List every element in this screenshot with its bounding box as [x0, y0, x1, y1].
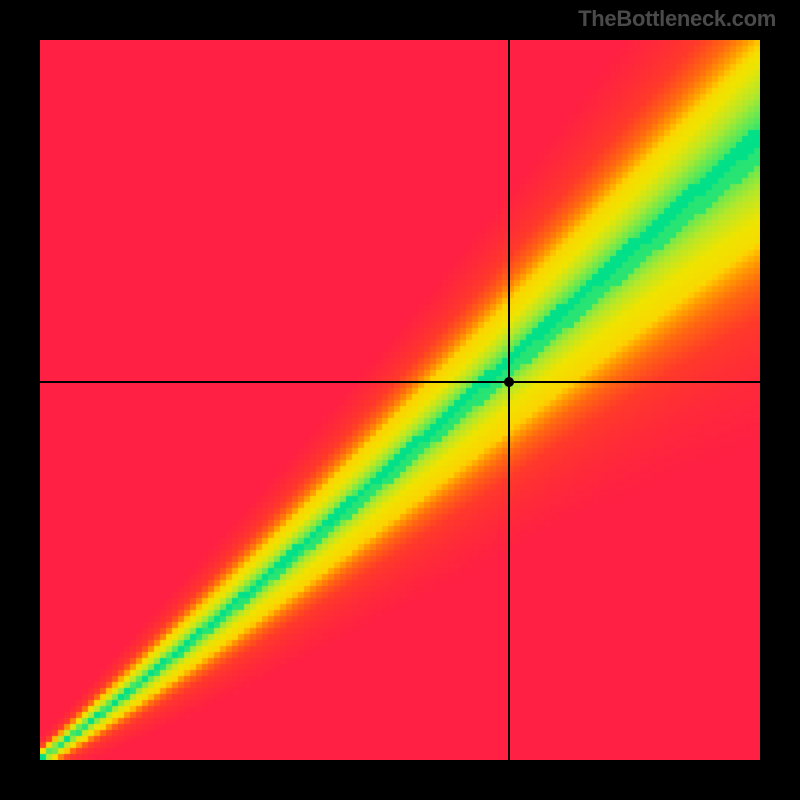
attribution-label: TheBottleneck.com	[578, 6, 776, 32]
plot-area	[40, 40, 760, 760]
figure-root: TheBottleneck.com	[0, 0, 800, 800]
bottleneck-heatmap-canvas	[40, 40, 760, 760]
